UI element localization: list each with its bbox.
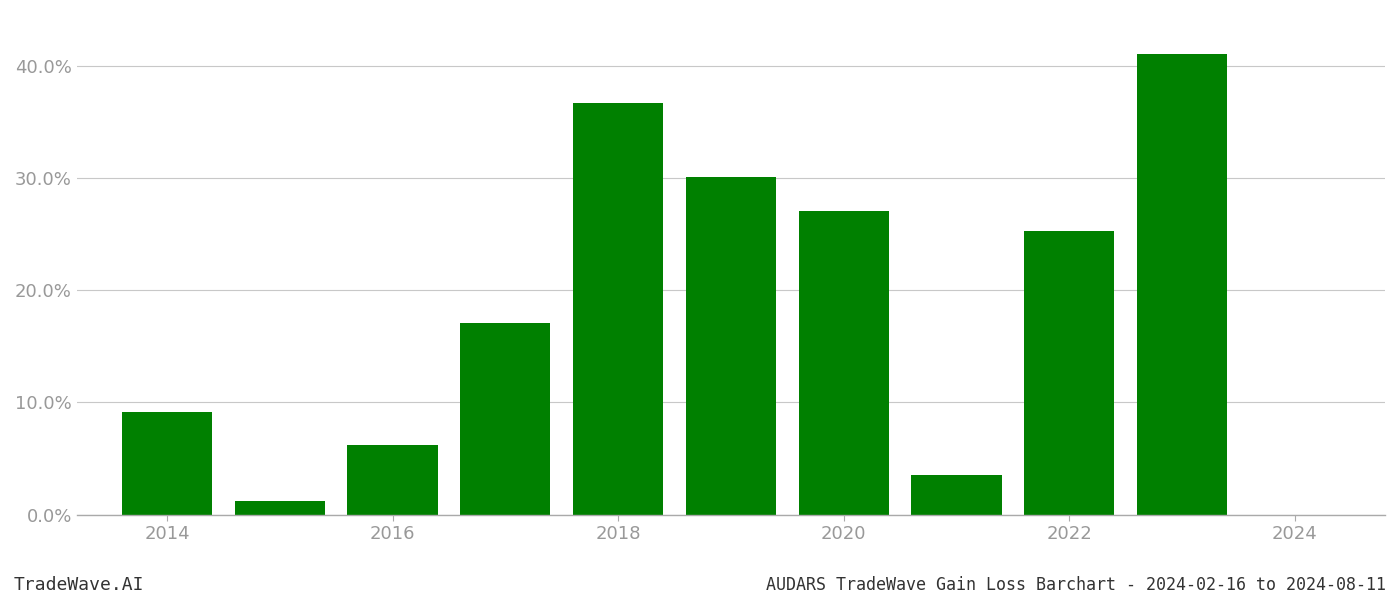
Bar	[347, 445, 438, 515]
Bar	[1137, 54, 1228, 515]
Text: AUDARS TradeWave Gain Loss Barchart - 2024-02-16 to 2024-08-11: AUDARS TradeWave Gain Loss Barchart - 20…	[766, 576, 1386, 594]
Bar	[461, 323, 550, 515]
Bar	[122, 412, 211, 515]
Text: TradeWave.AI: TradeWave.AI	[14, 576, 144, 594]
Bar	[686, 176, 776, 515]
Bar	[573, 103, 664, 515]
Bar	[235, 501, 325, 515]
Bar	[911, 475, 1001, 515]
Bar	[1023, 230, 1114, 515]
Bar	[798, 211, 889, 515]
